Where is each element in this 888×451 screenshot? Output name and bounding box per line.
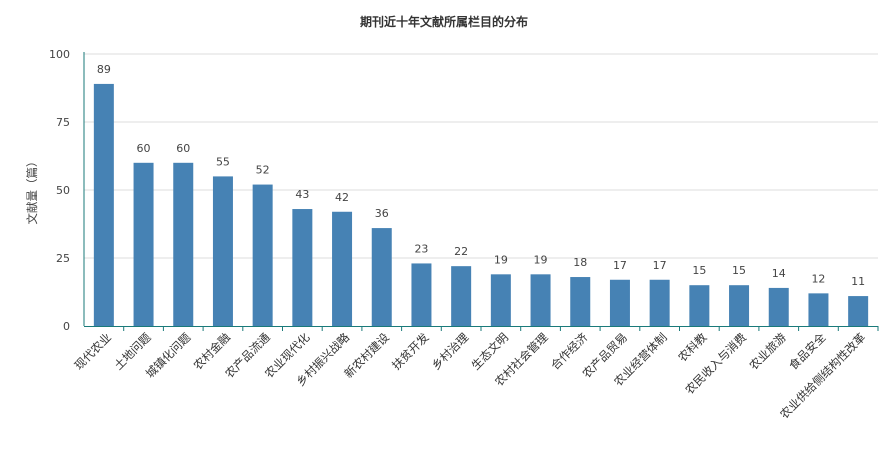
data-label: 23 [414, 242, 428, 255]
bar [252, 184, 273, 326]
y-tick-label: 75 [56, 116, 70, 129]
x-tick-label: 扶贫开发 [389, 330, 432, 373]
bar [729, 285, 750, 326]
data-label: 17 [653, 259, 667, 272]
y-tick-label: 0 [63, 320, 70, 333]
data-label: 19 [494, 253, 508, 266]
bar [808, 293, 829, 326]
y-axis-label: 文献量（篇） [25, 156, 39, 225]
x-tick-label: 现代农业 [72, 330, 114, 372]
data-label: 36 [375, 207, 389, 220]
bar [530, 274, 551, 326]
bar [173, 162, 194, 326]
data-label: 43 [295, 188, 309, 201]
bar-series [93, 83, 869, 326]
bar [649, 279, 670, 326]
data-label: 22 [454, 245, 468, 258]
bar [371, 228, 392, 326]
data-label: 60 [137, 142, 151, 155]
bar [451, 266, 472, 326]
bar [848, 296, 869, 326]
bar [133, 162, 154, 326]
data-label: 55 [216, 155, 230, 168]
chart-title: 期刊近十年文献所属栏目的分布 [360, 14, 528, 29]
data-label: 15 [732, 264, 746, 277]
data-label: 52 [256, 164, 270, 177]
x-tick-label: 乡村治理 [429, 330, 472, 373]
data-label: 89 [97, 63, 111, 76]
data-label: 18 [573, 256, 587, 269]
data-label: 17 [613, 259, 627, 272]
bar [609, 279, 630, 326]
y-tick-label: 50 [56, 184, 70, 197]
bar [332, 211, 353, 326]
bar [212, 176, 233, 326]
y-tick-label: 100 [49, 48, 70, 61]
x-tick-label: 农科教 [675, 330, 710, 365]
bar [490, 274, 511, 326]
bar [570, 277, 591, 326]
data-label: 11 [851, 275, 865, 288]
x-tick-label: 农业旅游 [746, 330, 789, 373]
data-label: 14 [772, 267, 786, 280]
bar [292, 209, 313, 326]
bar [768, 287, 789, 326]
data-label: 42 [335, 191, 349, 204]
bar [93, 83, 114, 326]
data-label: 19 [534, 253, 548, 266]
data-label: 15 [692, 264, 706, 277]
y-tick-label: 25 [56, 252, 70, 265]
data-label: 60 [176, 142, 190, 155]
bar [689, 285, 710, 326]
gridlines [84, 53, 878, 259]
data-label: 12 [811, 272, 825, 285]
bar [411, 263, 432, 326]
data-labels: 89 60 60 55 52 43 42 36 23 22 19 19 18 17 17 15 15 14 12 11 [97, 63, 865, 288]
